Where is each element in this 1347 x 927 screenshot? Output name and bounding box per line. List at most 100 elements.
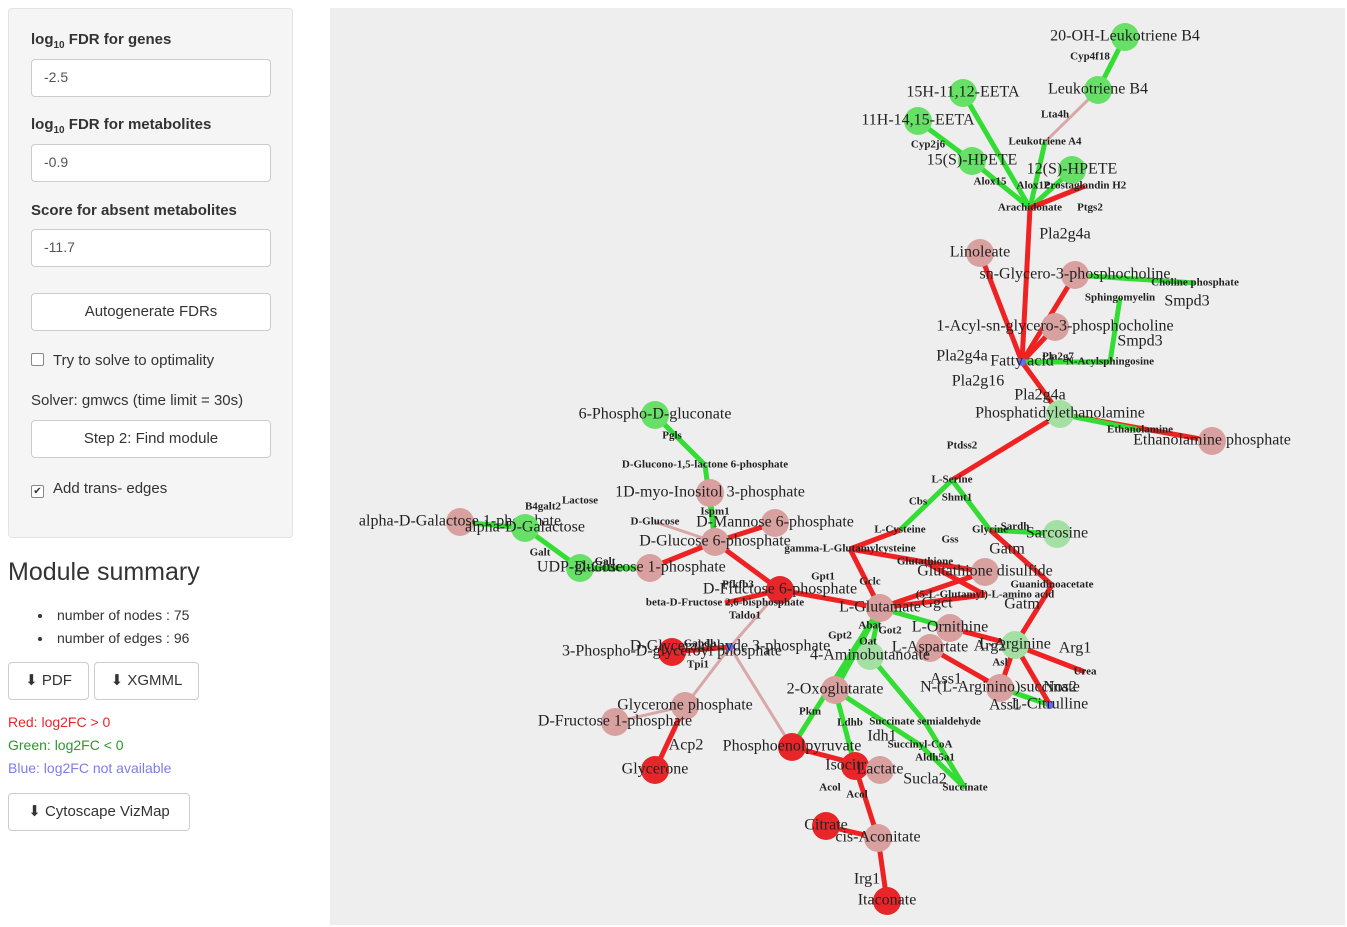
gene-label: Aldh5a1 — [915, 752, 955, 764]
node-label: 1-Acyl-sn-glycero-3-phosphocholine — [936, 318, 1173, 335]
checkbox-label: Add trans- edges — [53, 480, 168, 497]
node-label: gamma-L-Glutamylcysteine — [784, 543, 915, 555]
node-label: D-Mannose 6-phosphate — [696, 514, 854, 531]
trans-edges-checkbox[interactable]: ✔ Add trans- edges — [31, 480, 167, 498]
network[interactable]: 20-OH-Leukotriene B4 Leukotriene B4 15H-11… — [330, 8, 1345, 925]
node-label: sn-Glycero-3-phosphocholine — [979, 266, 1170, 283]
checkbox-label: Try to solve to optimality — [53, 352, 215, 369]
gene-label: Abat — [858, 620, 882, 632]
node — [966, 239, 994, 267]
gene-label: Smpd3 — [1164, 293, 1209, 310]
node-label: N-Acylsphingosine — [1066, 356, 1154, 368]
label-text: FDR for genes — [64, 31, 172, 48]
edge — [988, 528, 1054, 587]
node-label: L-Aspartate — [892, 639, 968, 656]
summary-title: Module summary — [8, 558, 200, 586]
node-label: Leukotriene A4 — [1008, 136, 1082, 148]
node — [641, 401, 669, 429]
node-label: 2-Oxoglutarate — [787, 681, 884, 698]
gene-label: Acol — [846, 789, 867, 801]
node — [726, 643, 734, 651]
fdr-genes-input[interactable]: -2.5 — [31, 59, 271, 97]
edge — [960, 91, 1033, 210]
gene-label: Pfkfb3 — [722, 579, 754, 591]
optimality-checkbox[interactable]: Try to solve to optimality — [31, 352, 214, 369]
gene-label: Oat — [859, 636, 877, 648]
node-label: D-Glyceraldehyde 3-phosphate — [630, 638, 830, 655]
node-label: alpha-D-Galactose 1-phosphate — [359, 513, 561, 530]
node — [701, 528, 729, 556]
gene-label: Arg1 — [1059, 640, 1092, 657]
node — [1111, 23, 1139, 51]
gene-label: Pkm — [799, 706, 821, 718]
vizmap-button[interactable]: ⬇ Cytoscape VizMap — [8, 793, 190, 831]
gene-label: Galt — [595, 556, 616, 568]
gene-label: Asl — [992, 657, 1007, 669]
node — [766, 576, 794, 604]
node-label: D-Glucose 6-phosphate — [639, 533, 791, 550]
node-label: Fatty acid — [990, 353, 1054, 370]
node — [696, 479, 724, 507]
node-label: Choline phosphate — [1151, 277, 1239, 289]
fdr-metabolites-input[interactable]: -0.9 — [31, 144, 271, 182]
node — [866, 594, 894, 622]
stat-label: number of edges : — [57, 630, 170, 646]
node — [778, 733, 806, 761]
autogenerate-button[interactable]: Autogenerate FDRs — [31, 293, 271, 331]
solver-text: Solver: gmwcs (time limit = 30s) — [31, 392, 244, 409]
gene-label: Gapdh — [684, 638, 716, 650]
gene-label: Nos2 — [1043, 679, 1077, 696]
gene-label: Taldo1 — [729, 610, 761, 622]
absent-score-input[interactable]: -11.7 — [31, 229, 271, 267]
button-label: XGMML — [127, 672, 183, 689]
node-label: L-Citrulline — [1012, 696, 1088, 713]
node-label: L-Arginine — [979, 636, 1051, 653]
stat: number of edges :96 — [53, 627, 189, 650]
node-label: Arachidonate — [998, 202, 1062, 214]
node-label: 12(S)-HPETE — [1027, 161, 1118, 178]
pdf-button[interactable]: ⬇ PDF — [8, 662, 89, 700]
node — [1061, 261, 1089, 289]
node-label: D-Glucono-1,5-lactone 6-phosphate — [622, 459, 788, 471]
node-label: D-Glucose 1-phosphate — [574, 559, 726, 576]
gene-label: Lactose — [562, 495, 598, 507]
node — [873, 887, 901, 915]
node-label: UDP-glucose — [537, 559, 623, 576]
node-label: L-Cysteine — [874, 524, 925, 536]
node — [949, 79, 977, 107]
label-sub: 10 — [53, 40, 65, 51]
edge — [950, 411, 1062, 483]
gene-label: Alox15 — [974, 176, 1008, 188]
gene-label: Smpd3 — [1117, 333, 1162, 350]
gene-label: Ptdss2 — [947, 440, 978, 452]
edge — [1029, 183, 1086, 211]
label-text: FDR for metabolites — [64, 116, 212, 133]
node — [511, 514, 539, 542]
node-label: Citrate — [804, 817, 848, 834]
gene-label: Arg2 — [974, 638, 1007, 655]
checkbox-checked[interactable]: ✔ — [31, 485, 44, 498]
node-label: beta-D-Fructose 2,6-bisphosphate — [646, 597, 804, 609]
gene-label: Pla2g16 — [952, 373, 1004, 390]
node-label: Guanidinoacetate — [1010, 579, 1093, 591]
gene-label: Galt — [530, 547, 551, 559]
node-label: 4-Aminobutanoate — [810, 647, 930, 664]
node — [864, 824, 892, 852]
gene-label: Idh1 — [867, 728, 896, 745]
find-module-button[interactable]: Step 2: Find module — [31, 420, 271, 458]
xgmml-button[interactable]: ⬇ XGMML — [94, 662, 199, 700]
gene-label: Ggct — [921, 595, 953, 612]
node — [812, 812, 840, 840]
node — [1018, 358, 1026, 366]
node — [1084, 76, 1112, 104]
node-label: Phosphatidylethanolamine — [975, 405, 1145, 422]
gene-label: Ass1 — [989, 697, 1021, 714]
checkbox[interactable] — [31, 353, 44, 366]
node — [1198, 427, 1226, 455]
node-label: Prostaglandin H2 — [1044, 180, 1127, 192]
node-label: 15(S)-HPETE — [927, 152, 1018, 169]
node-label: Glycerone — [622, 761, 689, 778]
node — [841, 752, 869, 780]
gene-label: Cyp2j6 — [911, 139, 946, 151]
